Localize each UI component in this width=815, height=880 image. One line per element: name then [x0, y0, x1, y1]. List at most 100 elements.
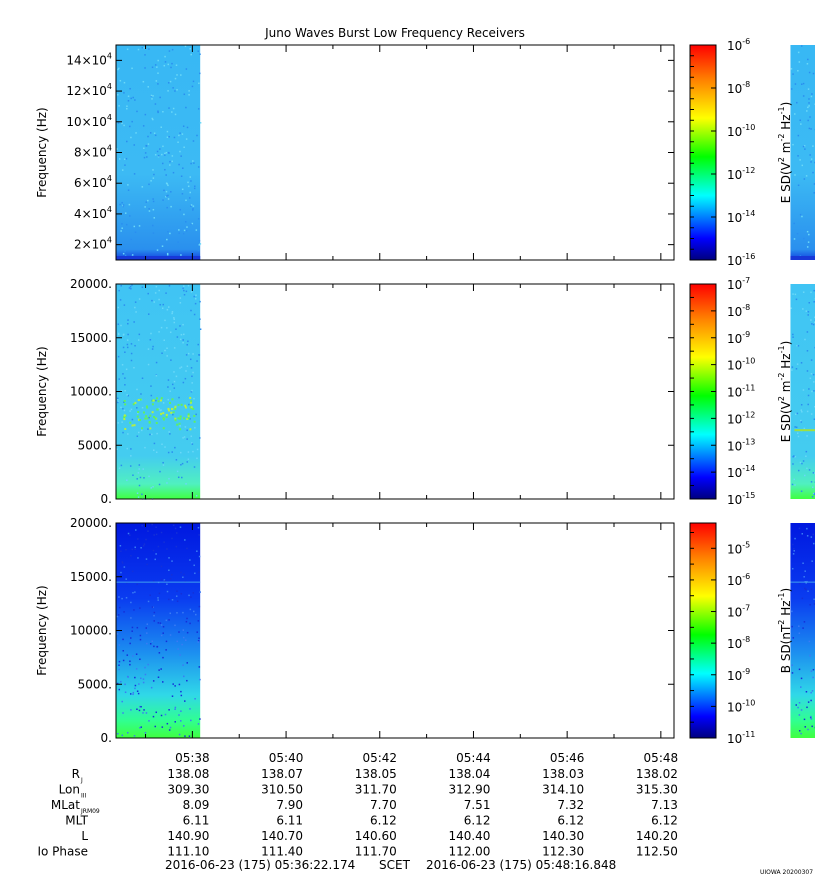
noise-speck: [120, 545, 122, 547]
noise-speck: [162, 245, 164, 247]
noise-speck: [183, 676, 185, 678]
noise-speck: [169, 50, 171, 52]
noise-speck: [139, 225, 141, 227]
colorbar-tick-label: 10-7: [727, 276, 750, 292]
footer-credit: UIOWA 20200307: [760, 869, 813, 876]
noise-speck: [161, 532, 163, 534]
noise-speck: [131, 549, 133, 551]
noise-speck: [194, 573, 196, 575]
noise-speck: [184, 539, 186, 541]
noise-speck: [811, 93, 813, 95]
noise-speck: [199, 556, 201, 558]
noise-speck: [148, 184, 150, 186]
noise-speck: [798, 470, 800, 472]
noise-speck: [158, 669, 160, 671]
colorbar-tick-label: 10-9: [727, 667, 750, 683]
noise-speck: [792, 334, 794, 336]
noise-speck: [163, 304, 165, 306]
noise-speck: [154, 133, 156, 135]
noise-speck: [190, 180, 192, 182]
noise-speck: [810, 692, 812, 694]
noise-speck: [119, 607, 121, 609]
emission-speck: [149, 415, 151, 417]
colorbar-tick-label: 10-11: [727, 384, 755, 400]
noise-speck: [122, 373, 124, 375]
noise-speck: [134, 144, 136, 146]
noise-speck: [177, 471, 179, 473]
noise-speck: [165, 61, 167, 63]
noise-speck: [804, 588, 806, 590]
noise-speck: [174, 347, 176, 349]
noise-speck: [796, 299, 798, 301]
noise-speck: [141, 430, 143, 432]
noise-speck: [188, 353, 190, 355]
emission-speck: [189, 428, 191, 430]
noise-speck: [185, 46, 187, 48]
noise-speck: [179, 132, 181, 134]
noise-speck: [186, 680, 188, 682]
emission-speck: [184, 405, 186, 407]
noise-speck: [182, 324, 184, 326]
y-tick-label: 10×104: [66, 113, 112, 129]
noise-speck: [123, 253, 125, 255]
ephemeris-value: 7.13: [651, 798, 678, 812]
noise-speck: [804, 570, 806, 572]
noise-speck: [168, 152, 170, 154]
noise-speck: [166, 548, 168, 550]
noise-speck: [799, 702, 801, 704]
noise-speck: [189, 559, 191, 561]
noise-speck: [164, 65, 166, 67]
noise-speck: [170, 613, 172, 615]
noise-speck: [192, 443, 194, 445]
noise-speck: [156, 712, 158, 714]
noise-speck: [810, 319, 812, 321]
noise-speck: [793, 223, 795, 225]
noise-speck: [167, 386, 169, 388]
noise-speck: [192, 372, 194, 374]
noise-speck: [809, 116, 811, 118]
noise-speck: [184, 735, 186, 737]
noise-speck: [172, 695, 174, 697]
noise-speck: [185, 483, 187, 485]
noise-speck: [175, 707, 177, 709]
noise-speck: [124, 82, 126, 84]
noise-speck: [182, 612, 184, 614]
noise-speck: [803, 146, 805, 148]
noise-speck: [175, 528, 177, 530]
noise-speck: [167, 90, 169, 92]
noise-speck: [191, 382, 193, 384]
noise-speck: [190, 609, 192, 611]
noise-speck: [131, 68, 133, 70]
noise-speck: [199, 318, 201, 320]
noise-speck: [193, 162, 195, 164]
noise-speck: [133, 321, 135, 323]
noise-speck: [130, 637, 132, 639]
noise-speck: [127, 344, 129, 346]
noise-speck: [126, 224, 128, 226]
noise-speck: [793, 455, 795, 457]
noise-speck: [136, 709, 138, 711]
noise-speck: [145, 201, 147, 203]
noise-speck: [182, 288, 184, 290]
noise-speck: [128, 100, 130, 102]
noise-speck: [192, 353, 194, 355]
ephemeris-value: 140.40: [448, 829, 490, 843]
spectrogram-panels: 2×1044×1046×1048×10410×10412×10414×104Fr…: [35, 37, 815, 746]
noise-speck: [188, 94, 190, 96]
noise-speck: [153, 232, 155, 234]
noise-speck: [179, 654, 181, 656]
noise-speck: [797, 432, 799, 434]
noise-speck: [794, 538, 796, 540]
noise-speck: [124, 250, 126, 252]
noise-speck: [162, 111, 164, 113]
noise-speck: [154, 612, 156, 614]
noise-speck: [169, 233, 171, 235]
noise-speck: [168, 379, 170, 381]
noise-speck: [141, 494, 143, 496]
ephemeris-value: 310.50: [261, 783, 303, 797]
noise-speck: [173, 317, 175, 319]
noise-speck: [147, 136, 149, 138]
emission-speck: [177, 417, 179, 419]
chart-title: Juno Waves Burst Low Frequency Receivers: [264, 26, 525, 40]
noise-speck: [123, 92, 125, 94]
